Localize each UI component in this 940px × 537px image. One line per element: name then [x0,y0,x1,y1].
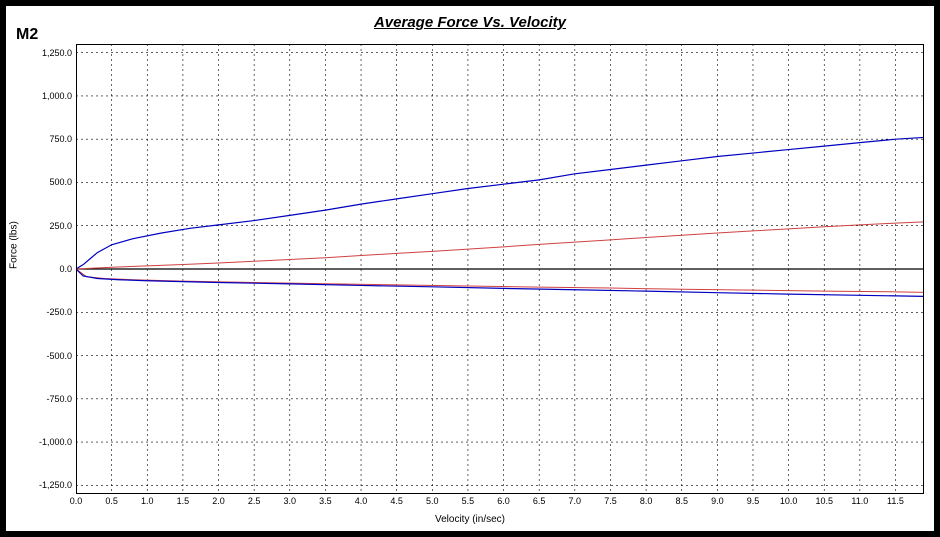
ytick-label: -750.0 [46,394,72,404]
xtick-label: 8.5 [675,496,688,506]
xtick-label: 11.5 [887,496,904,506]
xtick-label: 2.0 [212,496,225,506]
xtick-label: 1.5 [177,496,190,506]
xtick-label: 0.5 [105,496,118,506]
xtick-label: 5.0 [426,496,439,506]
plot-area [76,44,924,494]
xtick-label: 7.0 [569,496,582,506]
xtick-label: 11.0 [851,496,868,506]
chart-title: Average Force Vs. Velocity [6,14,934,31]
xtick-label: 2.5 [248,496,261,506]
series-red-upper [76,222,924,269]
xtick-label: 7.5 [604,496,617,506]
ytick-label: 1,250.0 [42,48,72,58]
xtick-label: 10.0 [780,496,798,506]
ytick-label: 750.0 [49,134,72,144]
xtick-label: 9.0 [711,496,724,506]
xtick-label: 8.0 [640,496,653,506]
y-axis-label: Force (lbs) [9,221,20,269]
ytick-label: 250.0 [49,221,72,231]
chart-panel: Average Force Vs. Velocity M2 Force (lbs… [6,6,934,531]
xtick-label: 10.5 [815,496,833,506]
ytick-label: 1,000.0 [42,91,72,101]
series-blue-lower [76,269,924,296]
xtick-label: 4.5 [390,496,403,506]
series-blue-upper [76,137,924,269]
xtick-label: 6.5 [533,496,546,506]
ytick-label: -500.0 [46,351,72,361]
corner-label: M2 [16,26,38,44]
xtick-label: 3.0 [284,496,297,506]
xtick-label: 1.0 [141,496,154,506]
ytick-label: -1,000.0 [39,437,72,447]
xtick-label: 5.5 [462,496,475,506]
xtick-label: 6.0 [497,496,510,506]
ytick-label: -250.0 [46,307,72,317]
xtick-label: 4.0 [355,496,368,506]
xtick-label: 0.0 [70,496,83,506]
xtick-label: 9.5 [747,496,760,506]
ytick-label: 0.0 [59,264,72,274]
x-axis-label: Velocity (in/sec) [6,514,934,525]
ytick-label: 500.0 [49,177,72,187]
xtick-label: 3.5 [319,496,332,506]
ytick-label: -1,250.0 [39,480,72,490]
